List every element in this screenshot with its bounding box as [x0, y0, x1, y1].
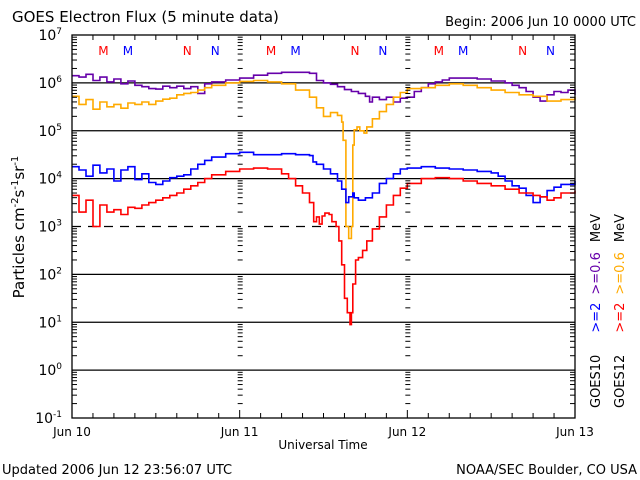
y-tick-label: 105 — [38, 123, 62, 140]
y-tick-base: 10 — [38, 124, 56, 140]
legend-gt2: >=2 — [589, 303, 604, 333]
y-tick-exponent: -1 — [53, 410, 62, 420]
legend-satellite: GOES10 — [589, 355, 604, 408]
marker-n: N — [350, 44, 359, 58]
updated-timestamp: Updated 2006 Jun 12 23:56:07 UTC — [2, 463, 232, 478]
y-tick-base: 10 — [38, 363, 56, 379]
y-axis-label-particles: Particles cm — [10, 207, 28, 298]
series-goes12-0-6-mev — [72, 79, 576, 240]
legend: GOES10 >=2 >=0.6 MeV GOES12 >=2 >=0.6 MeV — [589, 214, 628, 408]
series-goes12-2-mev — [72, 167, 576, 326]
legend-gt2: >=2 — [613, 303, 628, 333]
y-axis-sup: -1 — [10, 156, 21, 166]
plot-frame — [71, 34, 576, 419]
y-tick-label: 10-1 — [35, 410, 62, 427]
y-tick-label: 104 — [38, 171, 62, 188]
series-goes10-0-6-mev — [72, 71, 576, 103]
y-tick-base: 10 — [38, 220, 56, 236]
y-tick-label: 103 — [38, 219, 62, 236]
y-axis-sup: -2 — [10, 197, 21, 207]
y-tick-exponent: 3 — [56, 219, 62, 229]
gridlines — [72, 82, 575, 371]
y-axis-sr: sr — [10, 165, 28, 180]
y-tick-label: 101 — [38, 314, 62, 331]
y-axis-s: s — [10, 189, 28, 197]
marker-m: M — [98, 44, 108, 58]
legend-gt06: >=0.6 — [589, 252, 604, 294]
y-tick-label: 106 — [38, 75, 62, 92]
marker-m: M — [123, 44, 133, 58]
chart-title: GOES Electron Flux (5 minute data) — [12, 8, 279, 26]
legend-goes12: GOES12 >=2 >=0.6 MeV — [613, 214, 628, 408]
y-axis-label: Particles cm-2s-1sr-1 — [10, 156, 28, 299]
marker-n: N — [518, 44, 527, 58]
credit-label: NOAA/SEC Boulder, CO USA — [456, 463, 637, 478]
x-tick-label: Jun 10 — [52, 425, 91, 439]
y-tick-label: 102 — [38, 266, 62, 283]
y-tick-exponent: 6 — [56, 75, 62, 85]
marker-n: N — [211, 44, 220, 58]
marker-m: M — [290, 44, 300, 58]
axes — [71, 34, 576, 419]
y-tick-label: 100 — [38, 362, 62, 379]
y-tick-base: 10 — [35, 411, 53, 427]
marker-n: N — [183, 44, 192, 58]
marker-m: M — [458, 44, 468, 58]
y-axis-sup: -1 — [10, 180, 21, 190]
series-lines — [72, 71, 576, 326]
legend-gt06: >=0.6 — [613, 252, 628, 294]
y-tick-exponent: 7 — [56, 27, 62, 37]
marker-m: M — [434, 44, 444, 58]
marker-n: N — [378, 44, 387, 58]
legend-satellite: GOES12 — [613, 355, 628, 408]
legend-unit: MeV — [589, 214, 604, 242]
y-tick-exponent: 0 — [56, 362, 62, 372]
y-tick-base: 10 — [38, 315, 56, 331]
marker-m: M — [266, 44, 276, 58]
y-tick-base: 10 — [38, 28, 56, 44]
x-tick-labels: Jun 10 Jun 11 Jun 12 Jun 13 — [52, 425, 594, 439]
x-axis-label: Universal Time — [278, 438, 367, 452]
x-tick-label: Jun 12 — [387, 425, 426, 439]
y-tick-exponent: 1 — [56, 314, 62, 324]
y-tick-base: 10 — [38, 172, 56, 188]
y-tick-exponent: 2 — [56, 266, 62, 276]
y-tick-label: 107 — [38, 27, 62, 44]
marker-n: N — [546, 44, 555, 58]
y-tick-base: 10 — [38, 267, 56, 283]
y-tick-exponent: 4 — [56, 171, 62, 181]
x-tick-label: Jun 13 — [555, 425, 594, 439]
series-goes10-2-mev — [72, 151, 576, 204]
begin-time-label: Begin: 2006 Jun 10 0000 UTC — [445, 15, 636, 30]
x-tick-label: Jun 11 — [220, 425, 259, 439]
y-tick-exponent: 5 — [56, 123, 62, 133]
legend-unit: MeV — [613, 214, 628, 242]
y-tick-base: 10 — [38, 76, 56, 92]
legend-goes10: GOES10 >=2 >=0.6 MeV — [589, 214, 604, 408]
